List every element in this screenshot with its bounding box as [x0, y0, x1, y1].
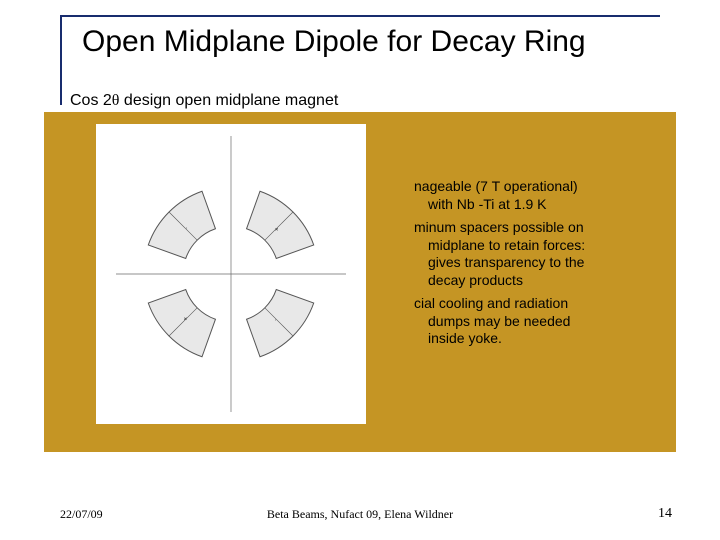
title-rule-top: [60, 15, 660, 17]
bullet-2-line-2: midplane to retain forces:: [414, 237, 680, 255]
page-title: Open Midplane Dipole for Decay Ring: [60, 19, 660, 58]
slide: Open Midplane Dipole for Decay Ring Cos …: [0, 0, 720, 540]
subtitle-suffix: design open midplane magnet: [119, 92, 338, 109]
magnet-diagram: · + · +: [96, 124, 366, 424]
bullet-1-line-2: with Nb -Ti at 1.9 K: [414, 196, 680, 214]
subtitle-prefix: Cos 2: [70, 92, 112, 109]
bullet-2-line-1: minum spacers possible on: [414, 219, 680, 237]
bullet-3-line-1: cial cooling and radiation: [414, 295, 680, 313]
page-number: 14: [658, 506, 672, 522]
subtitle: Cos 2θ design open midplane magnet: [70, 92, 338, 110]
title-bar: Open Midplane Dipole for Decay Ring: [60, 15, 660, 58]
bullet-3-line-3: inside yoke.: [414, 330, 680, 348]
title-rule-vertical: [60, 15, 62, 105]
magnet-svg: · + · +: [96, 124, 366, 424]
bullet-1: nageable (7 T operational) with Nb -Ti a…: [410, 178, 680, 213]
bullet-3-line-2: dumps may be needed: [414, 313, 680, 331]
bullet-2: minum spacers possible on midplane to re…: [410, 219, 680, 289]
bullet-1-line-1: nageable (7 T operational): [414, 178, 680, 196]
bullet-list: nageable (7 T operational) with Nb -Ti a…: [410, 178, 680, 354]
bullet-2-line-4: decay products: [414, 272, 680, 290]
bullet-3: cial cooling and radiation dumps may be …: [410, 295, 680, 348]
center-footer: Beta Beams, Nufact 09, Elena Wildner: [0, 507, 720, 522]
bullet-2-line-3: gives transparency to the: [414, 254, 680, 272]
